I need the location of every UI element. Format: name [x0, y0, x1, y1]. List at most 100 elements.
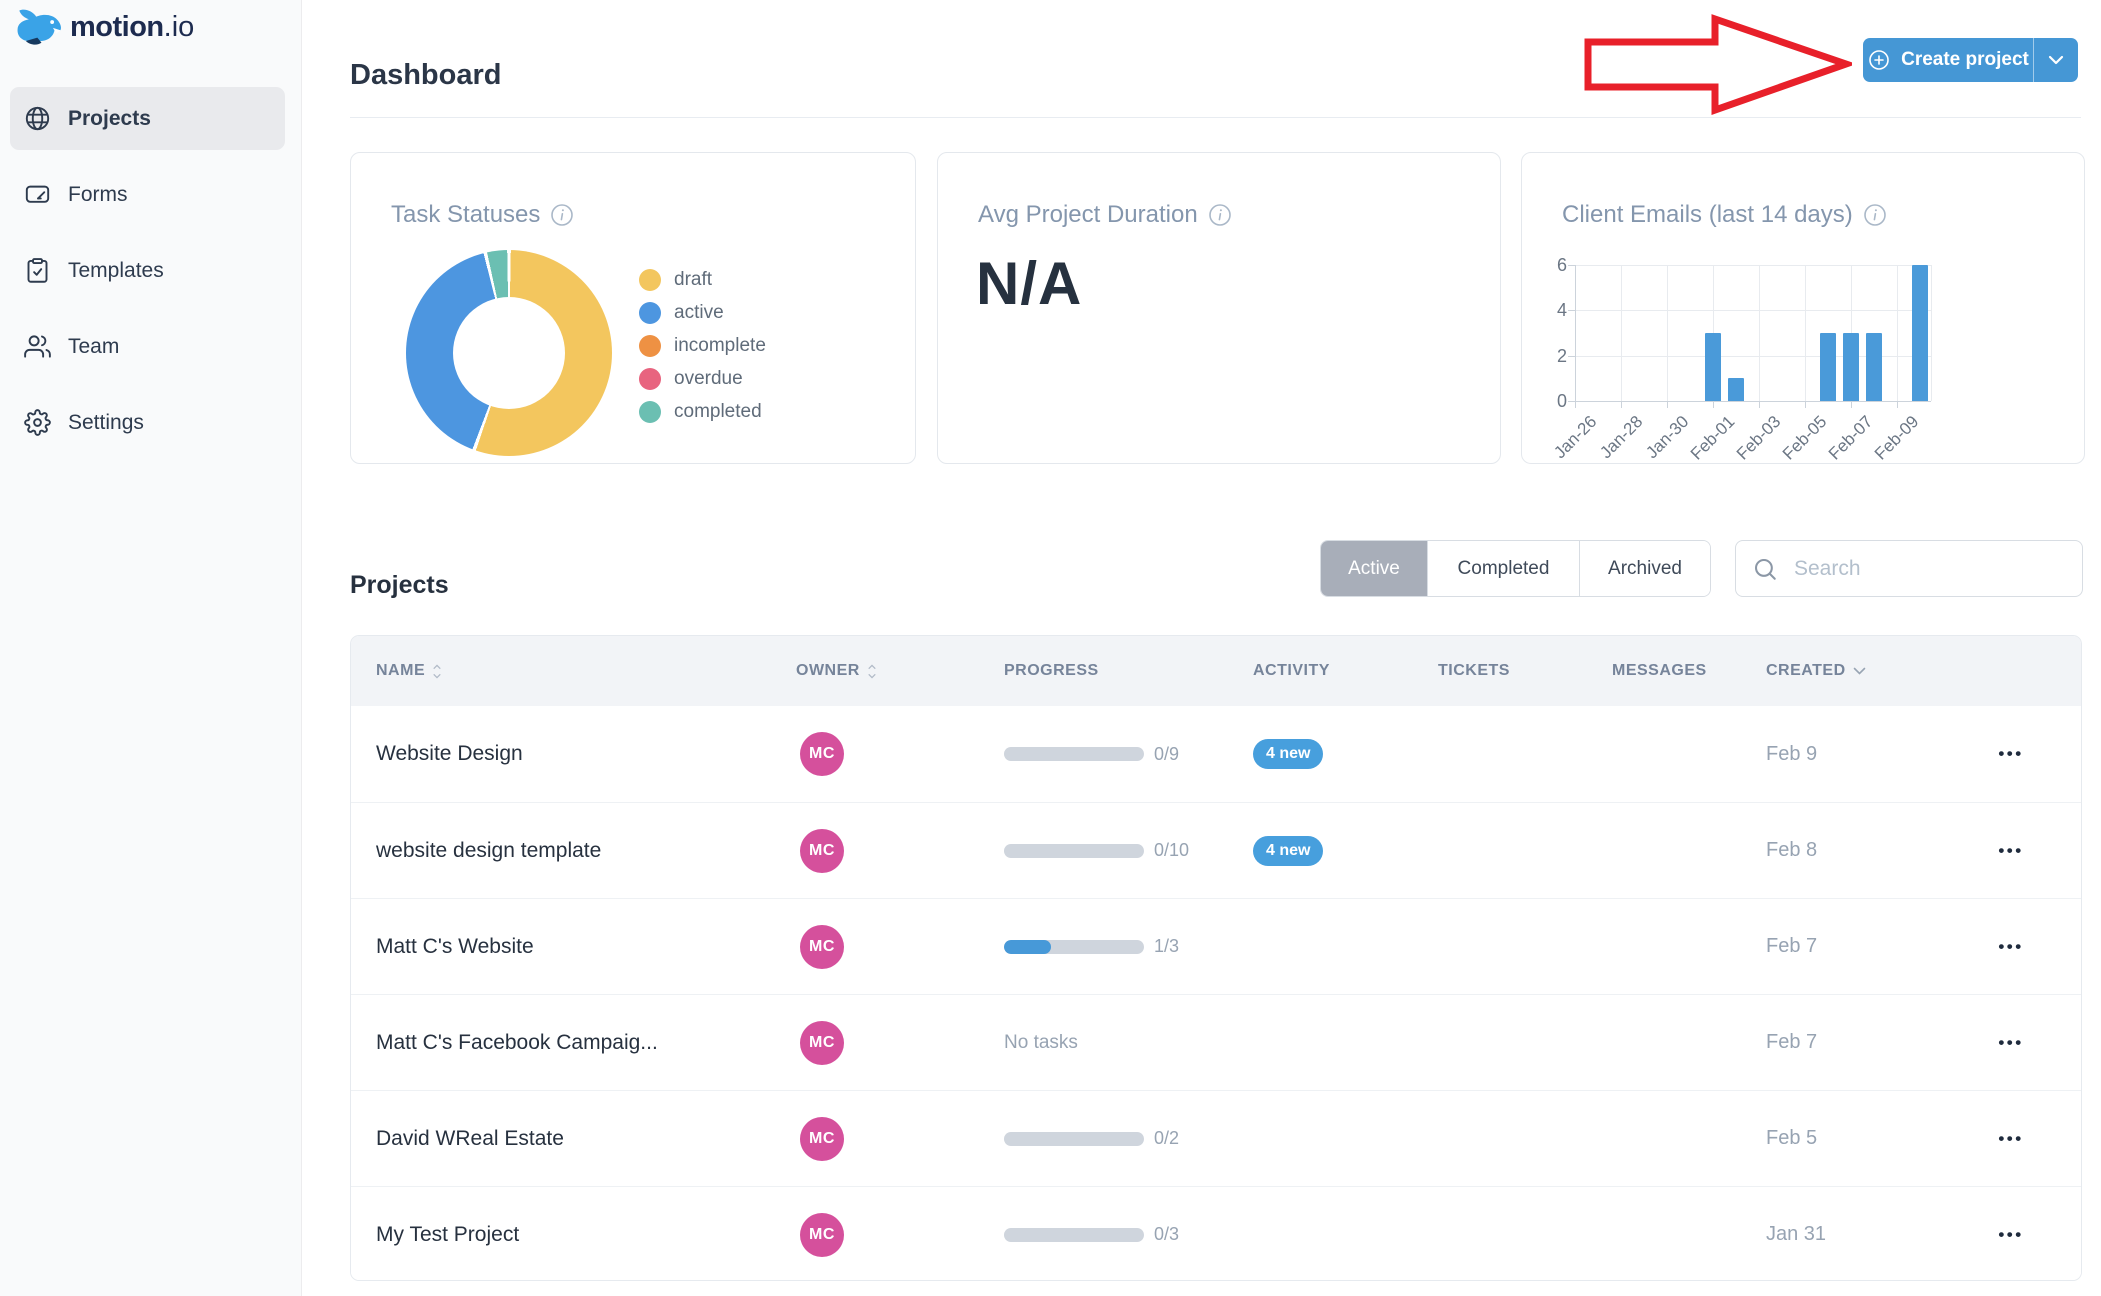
x-tick: [1896, 401, 1898, 408]
row-menu-button[interactable]: •••: [1992, 1224, 2029, 1246]
project-name-link[interactable]: website design template: [376, 838, 602, 862]
owner-cell: MC: [796, 924, 1004, 969]
owner-avatar[interactable]: MC: [800, 1020, 844, 1065]
no-tasks-label: No tasks: [1004, 1031, 1078, 1053]
form-icon: [25, 185, 50, 203]
tab-archived[interactable]: Archived: [1579, 541, 1710, 596]
progress-bar-fill: [1004, 939, 1051, 954]
column-header-progress[interactable]: PROGRESS: [1004, 662, 1253, 680]
row-menu-button[interactable]: •••: [1992, 1032, 2029, 1054]
owner-avatar[interactable]: MC: [800, 732, 844, 776]
email-bar[interactable]: [1704, 333, 1721, 401]
email-bar[interactable]: [1865, 333, 1882, 401]
row-menu-button[interactable]: •••: [1992, 936, 2029, 958]
progress-cell: 0/10: [1004, 840, 1253, 861]
project-name-link[interactable]: David WReal Estate: [376, 1126, 564, 1150]
sidebar-item-forms[interactable]: Forms: [10, 163, 285, 226]
column-label: OWNER: [796, 662, 860, 679]
create-project-button[interactable]: Create project: [1863, 38, 2033, 82]
legend-label: draft: [674, 268, 713, 290]
x-gridline: [1666, 265, 1668, 401]
x-tick: [1666, 401, 1668, 408]
owner-avatar[interactable]: MC: [800, 1116, 844, 1161]
table-row[interactable]: Website Design MC 0/9 4 new Feb 9 •••: [351, 706, 2081, 802]
created-date: Jan 31: [1766, 1223, 1827, 1245]
info-icon[interactable]: [1208, 203, 1232, 227]
project-search[interactable]: [1735, 540, 2083, 597]
progress-label: 0/3: [1154, 1224, 1180, 1244]
column-header-activity[interactable]: ACTIVITY: [1253, 662, 1438, 680]
email-bar[interactable]: [1842, 333, 1859, 401]
chevron-down-icon: [1853, 667, 1865, 675]
card-title-text: Avg Project Duration: [978, 201, 1198, 228]
table-row[interactable]: Matt C's Facebook Campaig... MC No tasks…: [351, 994, 2081, 1090]
logo[interactable]: motion.io: [16, 8, 194, 46]
task-statuses-donut-chart[interactable]: [406, 250, 612, 456]
project-name-link[interactable]: Matt C's Website: [376, 934, 534, 958]
legend-item[interactable]: active: [639, 296, 766, 329]
progress-label: 0/2: [1154, 1128, 1180, 1148]
x-gridline: [1804, 265, 1806, 401]
y-tick: [1568, 401, 1575, 402]
task-statuses-card: Task Statuses draft active incomplete overd…: [350, 152, 916, 464]
column-label: ACTIVITY: [1253, 662, 1330, 679]
tab-active[interactable]: Active: [1321, 541, 1427, 596]
column-label: NAME: [376, 662, 426, 679]
column-header-created[interactable]: CREATED: [1766, 662, 1971, 680]
sort-updown-icon: [868, 663, 876, 679]
y-tick: [1568, 310, 1575, 312]
activity-badge[interactable]: 4 new: [1253, 739, 1324, 769]
projects-heading: Projects: [350, 570, 449, 599]
column-header-tickets[interactable]: TICKETS: [1438, 662, 1612, 680]
column-header-owner[interactable]: OWNER: [796, 662, 1004, 680]
table-row[interactable]: My Test Project MC 0/3 Jan 31 •••: [351, 1186, 2081, 1280]
project-name-link[interactable]: Website Design: [376, 742, 523, 765]
users-icon: [24, 335, 51, 358]
legend-item[interactable]: incomplete: [639, 329, 766, 362]
create-project-label: Create project: [1901, 49, 2029, 70]
activity-badge[interactable]: 4 new: [1253, 835, 1324, 866]
sidebar-nav: Projects Forms Templates: [10, 87, 285, 467]
sidebar-item-templates[interactable]: Templates: [10, 239, 285, 302]
client-emails-title: Client Emails (last 14 days): [1562, 201, 1887, 229]
tab-completed[interactable]: Completed: [1427, 541, 1579, 596]
row-menu-button[interactable]: •••: [1992, 1128, 2029, 1150]
project-name-link[interactable]: My Test Project: [376, 1222, 520, 1246]
sidebar-item-team[interactable]: Team: [10, 315, 285, 378]
email-bar[interactable]: [1911, 265, 1928, 401]
project-name-link[interactable]: Matt C's Facebook Campaig...: [376, 1030, 658, 1054]
table-row[interactable]: website design template MC 0/10 4 new Fe…: [351, 802, 2081, 898]
table-row[interactable]: David WReal Estate MC 0/2 Feb 5 •••: [351, 1090, 2081, 1186]
x-gridline: [1620, 265, 1622, 401]
search-input[interactable]: [1792, 555, 2066, 582]
row-menu-button[interactable]: •••: [1992, 743, 2029, 765]
info-icon[interactable]: [550, 203, 574, 227]
legend-item[interactable]: draft: [639, 263, 766, 296]
projects-filter-tabs: Active Completed Archived: [1320, 540, 1711, 597]
y-tick-label: 6: [1556, 255, 1567, 275]
logo-brand: motion: [70, 10, 164, 43]
search-icon: [1754, 558, 1776, 580]
progress-bar: [1004, 747, 1144, 761]
table-row[interactable]: Matt C's Website MC 1/3 Feb 7 •••: [351, 898, 2081, 994]
create-project-dropdown-button[interactable]: [2033, 38, 2078, 82]
column-header-name[interactable]: NAME: [376, 662, 796, 680]
owner-avatar[interactable]: MC: [800, 828, 844, 873]
progress-label: 1/3: [1154, 936, 1180, 956]
column-header-messages[interactable]: MESSAGES: [1612, 662, 1766, 680]
row-menu-button[interactable]: •••: [1992, 840, 2029, 862]
owner-avatar[interactable]: MC: [800, 1212, 844, 1257]
legend-item[interactable]: completed: [639, 395, 766, 428]
sidebar-item-settings[interactable]: Settings: [10, 391, 285, 454]
email-bar[interactable]: [1727, 378, 1744, 401]
y-gridline: [1575, 265, 1931, 266]
info-icon[interactable]: [1863, 203, 1887, 227]
y-tick-label: 0: [1556, 391, 1567, 411]
x-tick: [1575, 401, 1576, 408]
legend-item[interactable]: overdue: [639, 362, 766, 395]
owner-avatar[interactable]: MC: [800, 924, 844, 969]
sidebar-item-projects[interactable]: Projects: [10, 87, 285, 150]
email-bar[interactable]: [1819, 333, 1836, 401]
created-date: Feb 7: [1766, 1031, 1818, 1053]
legend-label: overdue: [674, 367, 743, 389]
